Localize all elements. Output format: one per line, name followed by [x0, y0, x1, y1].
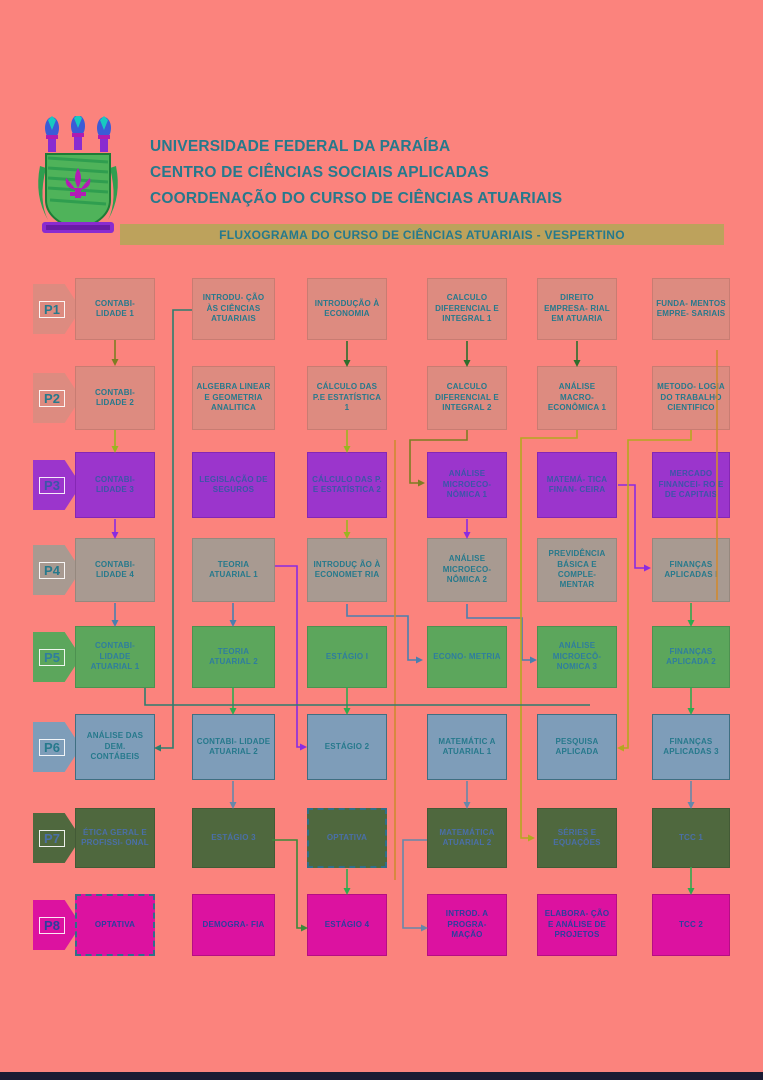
- period-label-text: P6: [39, 738, 65, 756]
- course-box: CONTABI- LIDADE 2: [75, 366, 155, 430]
- course-box: CONTABI- LIDADE 1: [75, 278, 155, 340]
- banner-title: FLUXOGRAMA DO CURSO DE CIÊNCIAS ATUARIAI…: [219, 227, 625, 242]
- period-label-p1: P1: [33, 284, 81, 334]
- period-label-p5: P5: [33, 632, 81, 682]
- edge-teoria-atuarial-1-to-estagio-2: [275, 565, 303, 748]
- course-box: ELABORA- ÇÃO E ANÁLISE DE PROJETOS: [537, 894, 617, 956]
- bottom-bar: [0, 1072, 763, 1080]
- center-name: CENTRO DE CIÊNCIAS SOCIAIS APLICADAS: [150, 164, 490, 181]
- course-box: CONTABI- LIDADE ATUARIAL 2: [192, 714, 275, 780]
- course-box: MATEMÁ- TICA FINAN- CEIRA: [537, 452, 617, 518]
- course-box: ÉTICA GERAL E PROFISSI- ONAL: [75, 808, 155, 868]
- course-box: ESTÁGIO 3: [192, 808, 275, 868]
- course-box: OPTATIVA: [75, 894, 155, 956]
- course-box: PREVIDÊNCIA BÁSICA E COMPLE- MENTAR: [537, 538, 617, 602]
- course-box: ESTÁGIO 4: [307, 894, 387, 956]
- period-label-p7: P7: [33, 813, 81, 863]
- course-box: DIREITO EMPRESA- RIAL EM ATUARIA: [537, 278, 617, 340]
- course-box: FINANÇAS APLICADAS 3: [652, 714, 730, 780]
- course-box: TEORIA ATUARIAL 2: [192, 626, 275, 688]
- course-box: TEORIA ATUARIAL 1: [192, 538, 275, 602]
- course-box: MERCADO FINANCEI- RO E DE CAPITAIS: [652, 452, 730, 518]
- course-box: ANÁLISE MICROECO- NÔMICA 1: [427, 452, 507, 518]
- period-label-p3: P3: [33, 460, 81, 510]
- course-box: ANÁLISE MICROECO- NÔMICA 2: [427, 538, 507, 602]
- arrowhead-icon: [528, 834, 535, 842]
- course-box: TCC 1: [652, 808, 730, 868]
- course-box: ANÁLISE MICROECÔ- NOMICA 3: [537, 626, 617, 688]
- course-box: INTRODUÇÃO À ECONOMIA: [307, 278, 387, 340]
- course-box: CONTABI- LIDADE ATUARIAL 1: [75, 626, 155, 688]
- arrowhead-icon: [111, 359, 119, 366]
- torch-icons: [45, 116, 111, 152]
- arrowhead-icon: [644, 564, 651, 572]
- edge-matematica-atuarial-2-to-introducao-a-programacao: [402, 839, 427, 929]
- course-box: FINANÇAS APLICADAS I: [652, 538, 730, 602]
- course-box: MATEMÁTIC A ATUARIAL 1: [427, 714, 507, 780]
- course-box: INTRODUÇ ÃO À ECONOMET RIA: [307, 538, 387, 602]
- period-label-text: P8: [39, 916, 65, 934]
- course-box: CÁLCULO DAS P. E ESTATÍSTICA 2: [307, 452, 387, 518]
- course-box: CALCULO DIFERENCIAL E INTEGRAL 2: [427, 366, 507, 430]
- course-box: CALCULO DIFERENCIAL E INTEGRAL 1: [427, 278, 507, 340]
- period-label-text: P5: [39, 648, 65, 666]
- arrowhead-icon: [617, 744, 624, 752]
- course-box: ANÁLISE DAS DEM. CONTÁBEIS: [75, 714, 155, 780]
- arrowhead-icon: [416, 656, 423, 664]
- course-box: DEMOGRA- FIA: [192, 894, 275, 956]
- course-box: SÉRIES E EQUAÇÕES: [537, 808, 617, 868]
- flowchart-banner: FLUXOGRAMA DO CURSO DE CIÊNCIAS ATUARIAI…: [120, 224, 724, 245]
- course-box: OPTATIVA: [307, 808, 387, 868]
- period-label-text: P1: [39, 300, 65, 318]
- course-box: ANÁLISE MACRO- ECONÔMICA 1: [537, 366, 617, 430]
- course-box: INTROD. A PROGRA- MAÇÃO: [427, 894, 507, 956]
- course-box: CONTABI- LIDADE 3: [75, 452, 155, 518]
- arrowhead-icon: [418, 479, 425, 487]
- course-box: FINANÇAS APLICADA 2: [652, 626, 730, 688]
- header-title-block: UNIVERSIDADE FEDERAL DA PARAÍBA CENTRO D…: [150, 134, 562, 212]
- arrowhead-icon: [530, 656, 537, 664]
- coordination-name: COORDENAÇÃO DO CURSO DE CIÊNCIAS ATUARIA…: [150, 190, 563, 207]
- course-box: INTRODU- ÇÃO ÀS CIÊNCIAS ATUARIAIS: [192, 278, 275, 340]
- university-name: UNIVERSIDADE FEDERAL DA PARAÍBA: [150, 138, 451, 155]
- edge-introducao-ciencias-atuariais-to-analise-das-dem-contabeis: [158, 309, 192, 749]
- course-box: ECONO- METRIA: [427, 626, 507, 688]
- course-box: FUNDA- MENTOS EMPRE- SARIAIS: [652, 278, 730, 340]
- course-box: METODO- LOGIA DO TRABALHO CIENTIFICO: [652, 366, 730, 430]
- arrowhead-icon: [154, 744, 161, 752]
- ufpb-crest-logo: [38, 116, 118, 233]
- course-box: LEGISLAÇÃO DE SEGUROS: [192, 452, 275, 518]
- course-box: ESTÁGIO 2: [307, 714, 387, 780]
- period-label-text: P3: [39, 476, 65, 494]
- course-box: CONTABI- LIDADE 4: [75, 538, 155, 602]
- period-label-p8: P8: [33, 900, 81, 950]
- period-label-text: P4: [39, 561, 65, 579]
- period-label-text: P2: [39, 389, 65, 407]
- course-box: PESQUISA APLICADA: [537, 714, 617, 780]
- course-box: MATEMÁTICA ATUARIAL 2: [427, 808, 507, 868]
- arrowhead-icon: [300, 743, 307, 751]
- period-label-text: P7: [39, 829, 65, 847]
- course-box: CÁLCULO DAS P.E ESTATÍSTICA 1: [307, 366, 387, 430]
- course-box: ALGEBRA LINEAR E GEOMETRIA ANALITICA: [192, 366, 275, 430]
- period-label-p2: P2: [33, 373, 81, 423]
- period-label-p6: P6: [33, 722, 81, 772]
- edge-matematica-financeira-to-financas-aplicadas-1: [618, 484, 647, 569]
- course-box: TCC 2: [652, 894, 730, 956]
- course-box: ESTÁGIO I: [307, 626, 387, 688]
- edge-trunk-line-3: [144, 688, 590, 706]
- edge-estagio-3-to-estagio-4: [272, 839, 304, 929]
- period-label-p4: P4: [33, 545, 81, 595]
- fleur-de-lis-icon: [65, 168, 91, 198]
